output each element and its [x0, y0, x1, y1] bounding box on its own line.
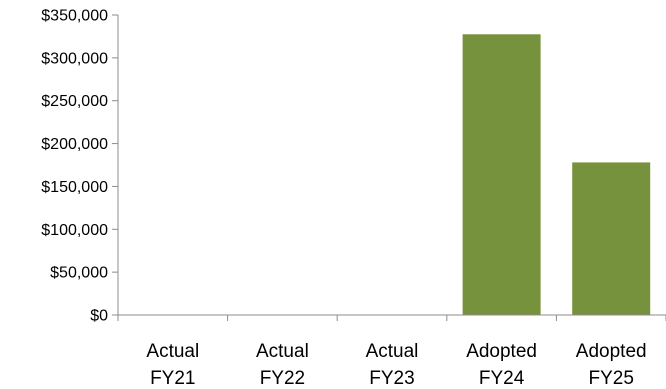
x-category-label-line: Actual	[366, 341, 419, 362]
x-category-label-line: Actual	[146, 341, 199, 362]
x-category-label-line: Actual	[256, 341, 309, 362]
y-axis-ticks	[112, 14, 118, 316]
y-tick-label: $50,000	[50, 265, 108, 282]
x-category-label-line: Adopted	[576, 341, 647, 362]
bar	[572, 162, 651, 315]
y-tick-label: $100,000	[41, 222, 108, 239]
x-category-label-line: FY21	[150, 368, 195, 389]
y-tick-label: $300,000	[41, 50, 108, 67]
y-tick-label: $350,000	[41, 8, 108, 25]
y-axis-tick-labels: $0 $50,000 $100,000 $150,000 $200,000 $250,00…	[41, 8, 108, 325]
x-axis-category-labels: Actual FY21 Actual FY22 Actual FY23 Adopted FY2…	[146, 341, 646, 389]
x-category-label: Actual FY23	[366, 341, 419, 389]
x-category-label-line: FY24	[479, 368, 525, 389]
x-category-label-line: Adopted	[466, 341, 537, 362]
x-category-label-line: FY23	[369, 368, 414, 389]
x-category-label-line: FY25	[588, 368, 633, 389]
bar	[462, 34, 541, 316]
bars	[462, 34, 651, 316]
y-tick-label: $200,000	[41, 136, 108, 153]
x-axis-ticks	[117, 315, 666, 321]
x-category-label-line: FY22	[260, 368, 305, 389]
y-tick-label: $250,000	[41, 93, 108, 110]
y-tick-label: $150,000	[41, 179, 108, 196]
x-category-label: Actual FY21	[146, 341, 199, 389]
x-category-label: Actual FY22	[256, 341, 309, 389]
x-category-label: Adopted FY25	[576, 341, 647, 389]
x-category-label: Adopted FY24	[466, 341, 537, 389]
y-tick-label: $0	[90, 308, 108, 325]
